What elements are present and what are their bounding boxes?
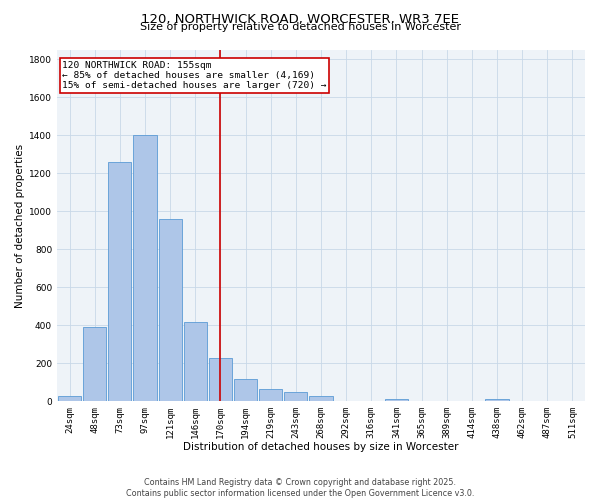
X-axis label: Distribution of detached houses by size in Worcester: Distribution of detached houses by size … <box>183 442 459 452</box>
Text: Contains HM Land Registry data © Crown copyright and database right 2025.
Contai: Contains HM Land Registry data © Crown c… <box>126 478 474 498</box>
Bar <box>310 396 332 401</box>
Bar <box>133 136 157 401</box>
Bar <box>259 389 282 401</box>
Text: Size of property relative to detached houses in Worcester: Size of property relative to detached ho… <box>139 22 461 32</box>
Bar <box>485 400 509 401</box>
Bar <box>209 358 232 401</box>
Bar <box>234 380 257 401</box>
Bar <box>284 392 307 401</box>
Bar <box>385 400 408 401</box>
Text: 120, NORTHWICK ROAD, WORCESTER, WR3 7EE: 120, NORTHWICK ROAD, WORCESTER, WR3 7EE <box>141 12 459 26</box>
Text: 120 NORTHWICK ROAD: 155sqm
← 85% of detached houses are smaller (4,169)
15% of s: 120 NORTHWICK ROAD: 155sqm ← 85% of deta… <box>62 60 327 90</box>
Bar <box>58 396 81 401</box>
Bar <box>158 219 182 401</box>
Bar <box>184 322 207 401</box>
Bar <box>83 327 106 401</box>
Bar <box>109 162 131 401</box>
Y-axis label: Number of detached properties: Number of detached properties <box>15 144 25 308</box>
